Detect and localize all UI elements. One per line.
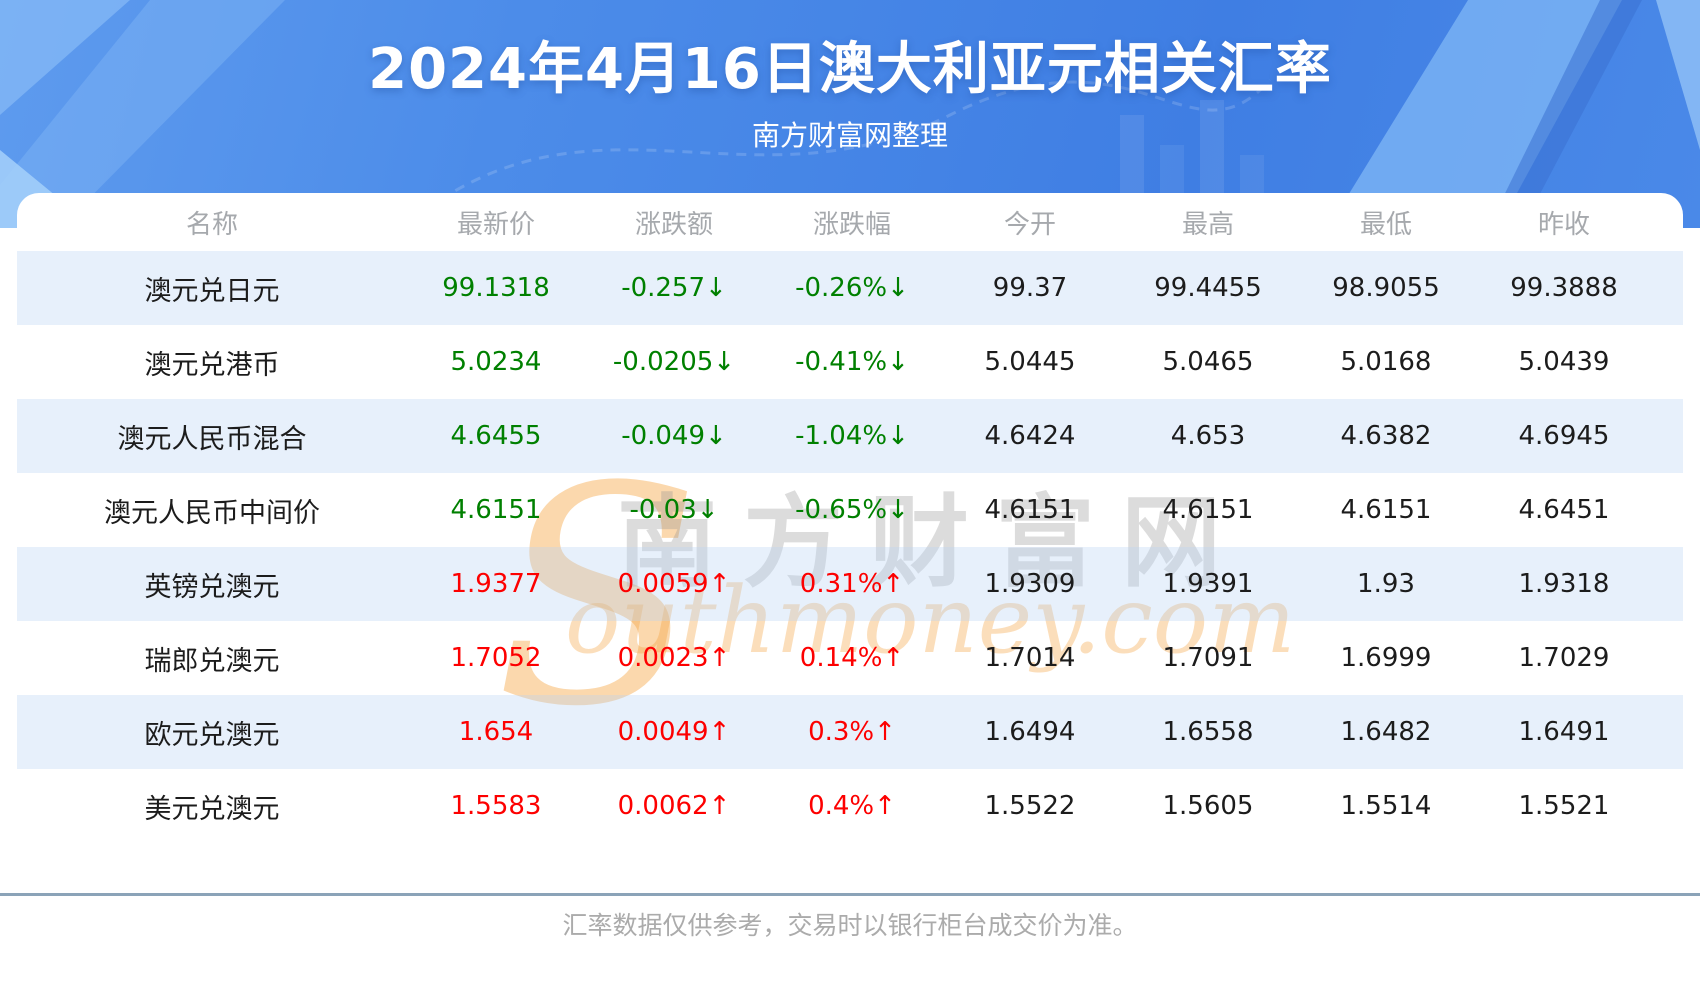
cell-change: -0.0205↓ <box>612 347 736 377</box>
cell-spacer <box>1653 769 1683 843</box>
footer-divider <box>0 893 1700 896</box>
column-header-prev: 昨收 <box>1537 209 1590 240</box>
column-header-spacer <box>1653 193 1683 251</box>
table-row: 英镑兑澳元 1.9377 0.0059↑ 0.31%↑ 1.9309 1.9391 1.93… <box>17 547 1683 621</box>
cell-last: 1.9377 <box>450 569 542 599</box>
cell-pct: -1.04%↓ <box>795 421 909 451</box>
cell-name: 澳元人民币混合 <box>117 423 307 455</box>
cell-spacer <box>1653 547 1683 621</box>
cell-last: 99.1318 <box>442 273 550 303</box>
cell-prev: 1.6491 <box>1518 717 1610 747</box>
cell-spacer <box>1653 399 1683 473</box>
cell-change: -0.257↓ <box>621 273 727 303</box>
cell-last: 5.0234 <box>450 347 542 377</box>
cell-change: -0.03↓ <box>629 495 719 525</box>
cell-low: 1.6482 <box>1340 717 1432 747</box>
cell-open: 1.7014 <box>984 643 1076 673</box>
cell-last: 1.5583 <box>450 791 542 821</box>
page-title: 2024年4月16日澳大利亚元相关汇率 <box>368 37 1332 102</box>
cell-change: 0.0023↑ <box>617 643 731 673</box>
cell-low: 5.0168 <box>1340 347 1432 377</box>
cell-pct: 0.3%↑ <box>808 717 896 747</box>
cell-high: 1.5605 <box>1162 791 1254 821</box>
table-row: 美元兑澳元 1.5583 0.0062↑ 0.4%↑ 1.5522 1.5605 1.551… <box>17 769 1683 843</box>
cell-prev: 5.0439 <box>1518 347 1610 377</box>
cell-high: 4.653 <box>1170 421 1246 451</box>
cell-name: 澳元兑港币 <box>144 349 280 381</box>
cell-high: 4.6151 <box>1162 495 1254 525</box>
cell-high: 5.0465 <box>1162 347 1254 377</box>
table-row: 澳元人民币中间价 4.6151 -0.03↓ -0.65%↓ 4.6151 4.6151 4… <box>17 473 1683 547</box>
cell-prev: 1.7029 <box>1518 643 1610 673</box>
cell-last: 4.6455 <box>450 421 542 451</box>
cell-spacer <box>1653 325 1683 399</box>
cell-pct: 0.14%↑ <box>799 643 905 673</box>
column-header-low: 最低 <box>1359 209 1412 240</box>
rates-table-body: 澳元兑日元 99.1318 -0.257↓ -0.26%↓ 99.37 99.4455 98… <box>17 251 1683 843</box>
column-header-pct: 涨跌幅 <box>812 209 891 240</box>
cell-last: 4.6151 <box>450 495 542 525</box>
table-row: 瑞郎兑澳元 1.7052 0.0023↑ 0.14%↑ 1.7014 1.7091 1.69… <box>17 621 1683 695</box>
cell-prev: 1.9318 <box>1518 569 1610 599</box>
cell-name: 澳元人民币中间价 <box>104 497 320 529</box>
table-row: 澳元人民币混合 4.6455 -0.049↓ -1.04%↓ 4.6424 4.653 4.… <box>17 399 1683 473</box>
cell-spacer <box>1653 473 1683 547</box>
cell-name: 美元兑澳元 <box>144 793 280 825</box>
rates-card: S 南方财富网 outhmoney.com 名称 最新价 涨跌额 涨跌幅 今开 … <box>17 193 1683 827</box>
cell-name: 英镑兑澳元 <box>144 571 280 603</box>
column-header-change: 涨跌额 <box>634 209 713 240</box>
table-row: 欧元兑澳元 1.654 0.0049↑ 0.3%↑ 1.6494 1.6558 1.6482… <box>17 695 1683 769</box>
cell-high: 1.7091 <box>1162 643 1254 673</box>
cell-open: 4.6424 <box>984 421 1076 451</box>
column-header-last: 最新价 <box>456 209 535 240</box>
cell-low: 98.9055 <box>1332 273 1440 303</box>
cell-pct: -0.65%↓ <box>795 495 909 525</box>
table-row: 澳元兑日元 99.1318 -0.257↓ -0.26%↓ 99.37 99.4455 98… <box>17 251 1683 325</box>
cell-pct: -0.26%↓ <box>795 273 909 303</box>
column-header-high: 最高 <box>1181 209 1234 240</box>
rates-table: 名称 最新价 涨跌额 涨跌幅 今开 最高 最低 昨收 澳元兑日元 99.1318 -… <box>17 193 1683 843</box>
page-subtitle: 南方财富网整理 <box>751 119 948 152</box>
cell-open: 1.9309 <box>984 569 1076 599</box>
table-header-row: 名称 最新价 涨跌额 涨跌幅 今开 最高 最低 昨收 <box>17 193 1683 251</box>
cell-high: 1.9391 <box>1162 569 1254 599</box>
cell-open: 4.6151 <box>984 495 1076 525</box>
cell-prev: 4.6451 <box>1518 495 1610 525</box>
cell-high: 99.4455 <box>1154 273 1262 303</box>
cell-low: 4.6382 <box>1340 421 1432 451</box>
cell-last: 1.7052 <box>450 643 542 673</box>
cell-open: 5.0445 <box>984 347 1076 377</box>
cell-low: 1.93 <box>1357 569 1415 599</box>
column-header-name: 名称 <box>185 209 238 240</box>
cell-high: 1.6558 <box>1162 717 1254 747</box>
cell-change: 0.0062↑ <box>617 791 731 821</box>
cell-name: 澳元兑日元 <box>144 275 280 307</box>
cell-open: 1.6494 <box>984 717 1076 747</box>
cell-low: 4.6151 <box>1340 495 1432 525</box>
cell-pct: -0.41%↓ <box>795 347 909 377</box>
cell-change: 0.0049↑ <box>617 717 731 747</box>
cell-change: -0.049↓ <box>621 421 727 451</box>
cell-change: 0.0059↑ <box>617 569 731 599</box>
cell-spacer <box>1653 251 1683 325</box>
cell-spacer <box>1653 621 1683 695</box>
cell-spacer <box>1653 695 1683 769</box>
cell-prev: 4.6945 <box>1518 421 1610 451</box>
cell-pct: 0.4%↑ <box>808 791 896 821</box>
cell-open: 1.5522 <box>984 791 1076 821</box>
cell-pct: 0.31%↑ <box>799 569 905 599</box>
cell-name: 瑞郎兑澳元 <box>144 645 280 677</box>
cell-name: 欧元兑澳元 <box>144 719 280 751</box>
cell-last: 1.654 <box>458 717 534 747</box>
cell-low: 1.6999 <box>1340 643 1432 673</box>
cell-prev: 99.3888 <box>1510 273 1618 303</box>
cell-prev: 1.5521 <box>1518 791 1610 821</box>
table-row: 澳元兑港币 5.0234 -0.0205↓ -0.41%↓ 5.0445 5.0465 5.… <box>17 325 1683 399</box>
cell-low: 1.5514 <box>1340 791 1432 821</box>
cell-open: 99.37 <box>992 273 1068 303</box>
column-header-open: 今开 <box>1003 209 1056 240</box>
disclaimer-text: 汇率数据仅供参考，交易时以银行柜台成交价为准。 <box>562 911 1138 940</box>
